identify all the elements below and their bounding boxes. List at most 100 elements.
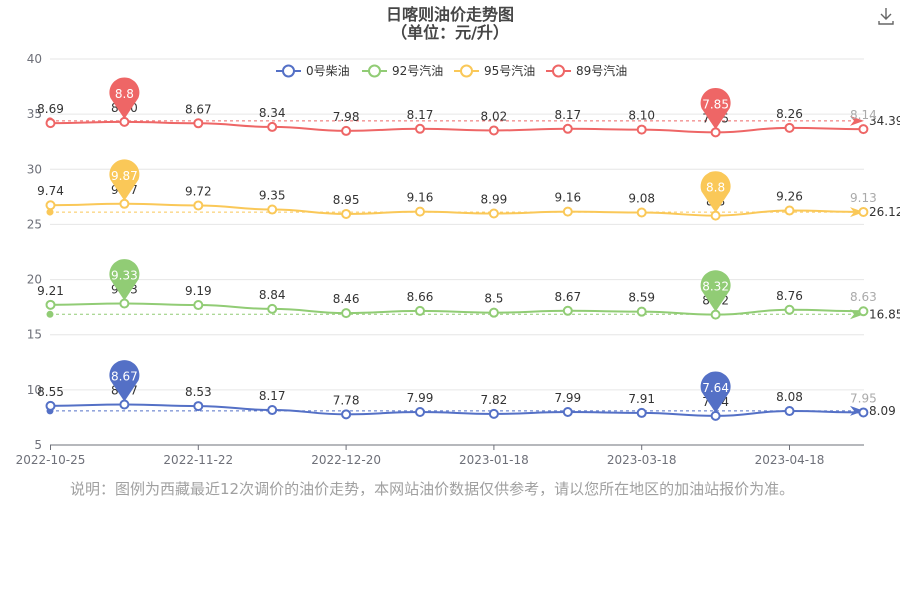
data-label: 8.95 bbox=[333, 193, 360, 207]
series-2: 26.12 9.74 9.87 9.72 9.35 8.95 9.16 8.99 9.16 9.0… bbox=[37, 159, 900, 221]
data-point bbox=[193, 401, 204, 412]
series-3: 34.398.698.808.678.347.988.178.028.178.1… bbox=[37, 77, 900, 138]
data-point bbox=[267, 303, 278, 314]
average-label: 26.12 bbox=[869, 205, 900, 219]
x-tick-label: 2022-12-20 bbox=[311, 453, 381, 467]
data-label: 8.69 bbox=[37, 102, 64, 116]
data-point bbox=[119, 298, 130, 309]
legend-item[interactable]: 92号汽油 bbox=[362, 63, 443, 78]
data-point bbox=[562, 123, 573, 134]
data-point bbox=[119, 116, 130, 127]
data-point bbox=[193, 118, 204, 129]
x-tick-label: 2023-04-18 bbox=[755, 453, 825, 467]
max-marker: 8.8 bbox=[109, 77, 140, 119]
data-label: 8.5 bbox=[484, 292, 503, 306]
data-label: 7.99 bbox=[554, 391, 581, 405]
average-line-arrow bbox=[850, 207, 864, 218]
max-marker-shape bbox=[109, 259, 140, 301]
series-1: 16.85 9.21 9.33 9.19 8.84 8.46 8.66 8.5 8.67 8.59… bbox=[37, 259, 900, 321]
data-label: 8.08 bbox=[776, 390, 803, 404]
average-label: 8.09 bbox=[869, 404, 896, 418]
average-label: 34.39 bbox=[869, 114, 900, 128]
data-point bbox=[193, 200, 204, 211]
legend-item[interactable]: 0号柴油 bbox=[276, 64, 350, 78]
y-tick-label: 25 bbox=[27, 217, 42, 231]
max-marker-label: 9.87 bbox=[111, 169, 138, 183]
data-point bbox=[784, 406, 795, 417]
average-line-arrow bbox=[850, 309, 864, 320]
data-point bbox=[710, 309, 721, 320]
data-label: 8.99 bbox=[481, 193, 508, 207]
data-label: 8.34 bbox=[259, 106, 286, 120]
y-tick-label: 20 bbox=[27, 273, 42, 287]
data-point bbox=[45, 400, 56, 411]
data-label: 7.98 bbox=[333, 110, 360, 124]
data-label: 9.21 bbox=[37, 284, 64, 298]
data-point bbox=[415, 305, 425, 316]
data-label: 9.26 bbox=[776, 190, 803, 204]
series-line bbox=[50, 302, 864, 316]
chart-subtitle: （单位：元/升） bbox=[391, 23, 509, 42]
max-marker-shape bbox=[109, 77, 140, 119]
data-label: 7.91 bbox=[628, 392, 655, 406]
data-point bbox=[415, 206, 425, 217]
min-marker-label: 7.64 bbox=[702, 381, 729, 395]
data-point bbox=[858, 407, 869, 418]
legend-item[interactable]: 89号汽油 bbox=[546, 63, 627, 78]
data-label: 7.82 bbox=[481, 393, 508, 407]
data-label: 8.67 bbox=[185, 102, 212, 116]
data-point bbox=[562, 305, 573, 316]
series-line bbox=[50, 403, 864, 417]
data-label: 8.59 bbox=[628, 291, 655, 305]
data-point bbox=[784, 122, 795, 133]
data-label: 8.10 bbox=[628, 109, 655, 123]
average-line-start bbox=[46, 310, 54, 318]
max-marker-label: 8.8 bbox=[115, 87, 134, 101]
data-label: 8.55 bbox=[37, 385, 64, 399]
max-marker: 9.33 bbox=[109, 259, 140, 301]
download-icon[interactable] bbox=[876, 6, 896, 26]
data-point bbox=[488, 208, 499, 219]
footnote: 说明：图例为西藏最近12次调价的油价走势，本网站油价数据仅供参考，请以您所在地区… bbox=[70, 480, 795, 498]
min-marker-shape bbox=[700, 87, 731, 130]
legend-label: 95号汽油 bbox=[484, 63, 535, 78]
data-point bbox=[415, 123, 425, 134]
data-label: 9.72 bbox=[185, 184, 212, 198]
data-label: 8.67 bbox=[554, 290, 581, 304]
data-point bbox=[710, 127, 721, 138]
legend[interactable]: 0号柴油 92号汽油 95号汽油 89号汽油 bbox=[276, 63, 627, 78]
data-label: 8.17 bbox=[554, 108, 581, 122]
series-line bbox=[50, 202, 864, 217]
x-tick-label: 2023-03-18 bbox=[607, 453, 677, 467]
data-point bbox=[267, 405, 278, 416]
min-marker: 8.32 bbox=[700, 270, 731, 312]
data-point bbox=[636, 407, 647, 418]
data-point bbox=[562, 206, 573, 217]
series-layer: 8.09 8.55 8.67 8.53 8.17 7.78 7.99 7.82 7.99 7.91… bbox=[37, 77, 900, 421]
data-point bbox=[119, 198, 130, 209]
data-point bbox=[636, 207, 647, 218]
series-line bbox=[50, 120, 864, 134]
data-label: 8.17 bbox=[259, 389, 286, 403]
data-point bbox=[45, 200, 56, 211]
average-line-arrow bbox=[850, 115, 864, 126]
data-label: 8.76 bbox=[776, 289, 803, 303]
data-label: 8.02 bbox=[481, 109, 508, 123]
max-marker-shape bbox=[109, 159, 140, 201]
data-point bbox=[45, 118, 56, 129]
data-label: 7.95 bbox=[850, 391, 877, 405]
data-point bbox=[45, 299, 56, 310]
data-point bbox=[858, 124, 869, 135]
data-point bbox=[858, 206, 869, 217]
data-point bbox=[488, 307, 499, 318]
y-tick-label: 35 bbox=[27, 107, 42, 121]
min-marker-label: 7.85 bbox=[702, 97, 729, 111]
data-label: 9.74 bbox=[37, 184, 64, 198]
data-point bbox=[193, 300, 204, 311]
data-label: 8.66 bbox=[407, 290, 434, 304]
min-marker: 7.64 bbox=[700, 371, 731, 413]
legend-item[interactable]: 95号汽油 bbox=[454, 63, 535, 78]
data-point bbox=[636, 124, 647, 135]
average-line-arrow bbox=[850, 405, 864, 416]
